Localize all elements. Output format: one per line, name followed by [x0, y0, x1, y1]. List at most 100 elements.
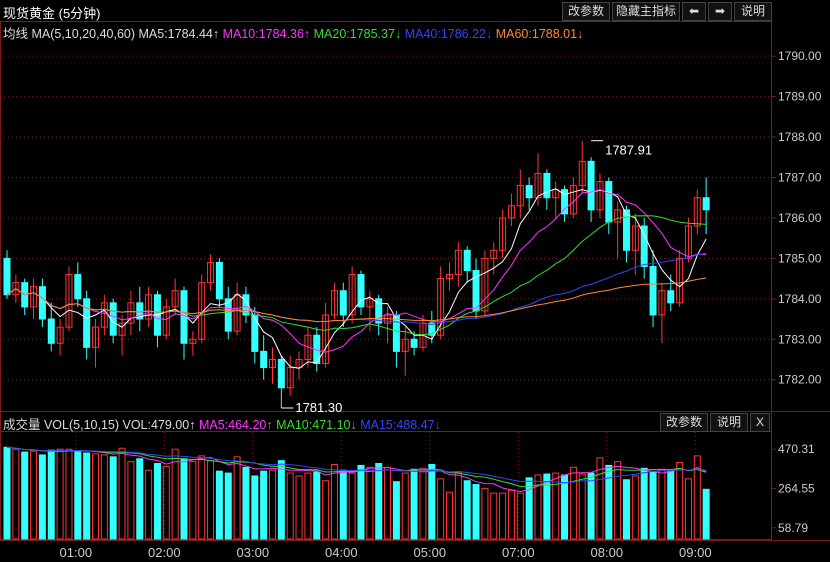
volume-bar	[384, 466, 392, 540]
volume-bar	[614, 461, 622, 540]
candle-body	[109, 302, 117, 336]
volume-bar	[3, 446, 11, 540]
time-tick-label: 04:00	[325, 545, 358, 560]
volume-bar	[702, 488, 710, 540]
volume-bar	[684, 478, 692, 540]
candle-body	[180, 290, 188, 344]
volume-bar	[667, 470, 675, 540]
close-icon[interactable]: X	[750, 413, 770, 432]
hide-indicator-button[interactable]: 隐藏主指标	[612, 2, 680, 21]
price-tick-label: 1784.00	[778, 292, 822, 306]
candle-body	[171, 290, 179, 308]
volume-bar	[233, 456, 241, 540]
volume-bar	[145, 469, 153, 540]
volume-bar	[277, 460, 285, 540]
volume-bar	[543, 473, 551, 540]
volume-bar	[47, 449, 55, 540]
candle-body	[428, 322, 436, 336]
price-tick-label: 1782.00	[778, 373, 822, 387]
volume-bar	[100, 454, 108, 540]
volume-bar	[357, 464, 365, 540]
candle-body	[330, 290, 338, 316]
vol-tick-label: 470.31	[778, 442, 815, 456]
volume-bar	[56, 448, 64, 540]
candle-body	[286, 367, 294, 389]
candle-body	[269, 358, 276, 369]
volume-bar	[454, 471, 462, 540]
volume-bar	[375, 463, 383, 540]
help-button[interactable]: 说明	[734, 2, 772, 21]
candle-body	[490, 249, 498, 259]
candle-body	[437, 278, 445, 336]
volume-bar	[12, 448, 20, 540]
prev-arrow-icon[interactable]: ⬅	[682, 2, 706, 21]
volume-bar	[596, 457, 604, 540]
volume-bar	[322, 480, 330, 540]
candle-body	[596, 181, 604, 211]
volume-bar	[490, 492, 498, 540]
params-button[interactable]: 改参数	[562, 2, 610, 21]
candle-body	[623, 209, 630, 251]
vol-help-button[interactable]: 说明	[710, 413, 748, 432]
volume-bar	[313, 471, 321, 540]
time-tick-label: 07:00	[502, 545, 535, 560]
volume-bar	[649, 471, 657, 540]
volume-bar	[534, 474, 542, 540]
volume-bar	[136, 458, 144, 540]
candle-body	[534, 172, 542, 199]
candle-body	[693, 197, 701, 227]
volume-bar	[428, 463, 436, 540]
vol-params-button[interactable]: 改参数	[660, 413, 708, 432]
volume-bar	[561, 474, 569, 540]
candle-body	[631, 225, 639, 251]
candle-body	[481, 257, 489, 312]
volume-bar	[499, 492, 507, 540]
candle-body	[410, 338, 418, 348]
candle-body	[525, 185, 533, 199]
candle-body	[304, 334, 312, 360]
candle-body	[74, 274, 82, 300]
candle-body	[207, 261, 215, 284]
vol-ma10-line	[6, 446, 707, 488]
candle-body	[640, 225, 648, 267]
candle-body	[3, 257, 11, 296]
price-tick-label: 1787.00	[778, 170, 822, 184]
plot-frame	[0, 21, 772, 540]
volume-bar	[516, 492, 524, 540]
candle-body	[224, 298, 232, 332]
candle-body	[189, 338, 197, 344]
candle-body	[277, 358, 285, 389]
volume-bar	[74, 451, 82, 540]
extreme-price-label: 1781.30	[295, 400, 342, 415]
candle-body	[357, 274, 365, 308]
next-arrow-icon[interactable]: ➡	[708, 2, 732, 21]
volume-bar	[260, 470, 268, 540]
volume-bar	[127, 461, 135, 540]
volume-bar	[437, 478, 445, 540]
volume-bar	[207, 460, 215, 540]
candle-body	[83, 298, 91, 348]
candle-body	[658, 290, 666, 316]
candle-body	[136, 302, 144, 320]
candle-body	[499, 217, 507, 251]
time-tick-label: 02:00	[148, 545, 181, 560]
volume-bar	[198, 455, 206, 540]
price-tick-label: 1790.00	[778, 49, 822, 63]
candle-body	[702, 197, 710, 211]
volume-bar	[171, 448, 179, 540]
price-tick-label: 1789.00	[778, 90, 822, 104]
volume-bar	[30, 450, 38, 540]
candle-body	[127, 302, 135, 324]
ma-legend-prefix: 均线 MA(5,10,20,40,60)	[3, 27, 136, 41]
volume-bar	[189, 461, 197, 540]
volume-bar	[269, 469, 276, 540]
volume-bar	[481, 487, 489, 540]
volume-bar	[676, 462, 684, 540]
candle-body	[446, 274, 453, 280]
candle-body	[614, 209, 622, 223]
vol-ma10-value: MA10:471.10↓	[276, 418, 357, 432]
price-tick-label: 1786.00	[778, 211, 822, 225]
candle-body	[348, 274, 356, 316]
